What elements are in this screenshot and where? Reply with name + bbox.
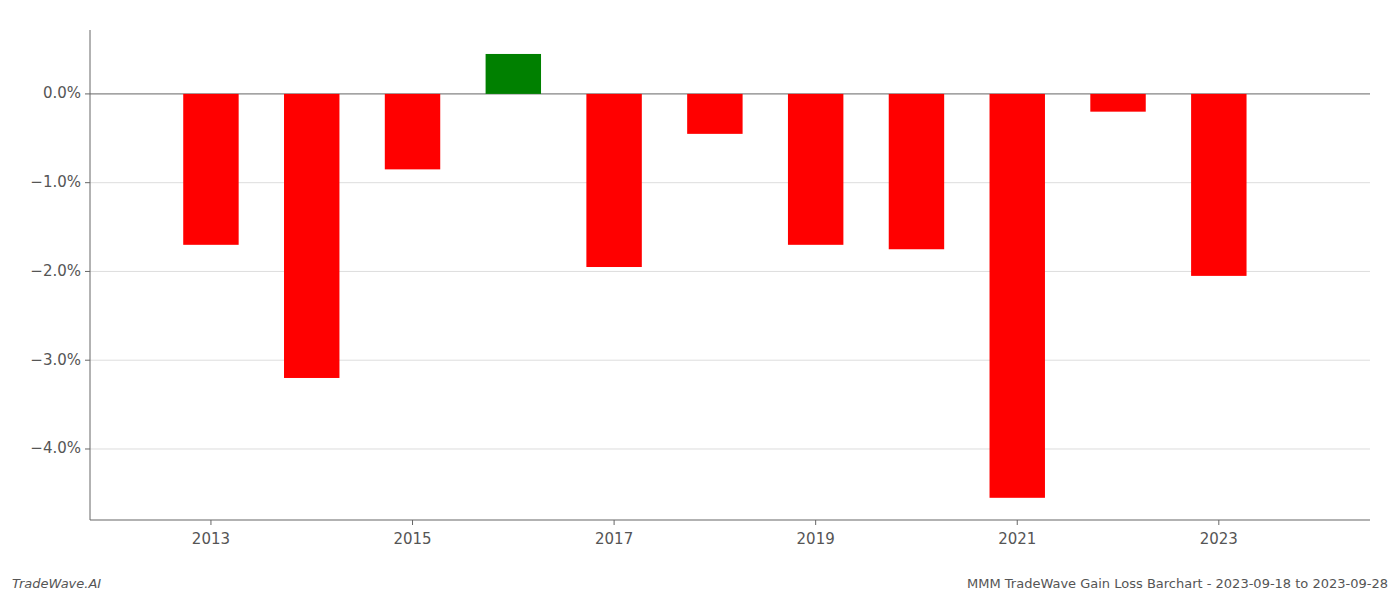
y-tick-label: −1.0% <box>30 173 81 191</box>
bar <box>586 94 641 267</box>
x-tick-label: 2023 <box>1200 530 1238 548</box>
x-axis: 2013 2015 2017 2019 2021 2023 <box>90 520 1370 548</box>
bar <box>990 94 1045 498</box>
y-tick-label: −3.0% <box>30 351 81 369</box>
chart-svg: −4.0% −3.0% −2.0% −1.0% 0.0% 2013 2015 2017 2019… <box>0 0 1400 600</box>
y-tick <box>85 271 90 272</box>
x-tick <box>412 520 413 525</box>
chart-container: −4.0% −3.0% −2.0% −1.0% 0.0% 2013 2015 2017 2019… <box>0 0 1400 600</box>
bars <box>183 54 1246 498</box>
y-tick-label: −2.0% <box>30 262 81 280</box>
y-axis: −4.0% −3.0% −2.0% −1.0% 0.0% <box>30 30 90 520</box>
bar <box>183 94 238 245</box>
bar <box>1090 94 1145 112</box>
y-tick <box>85 182 90 183</box>
footer: TradeWave.AI MMM TradeWave Gain Loss Barc… <box>12 576 1388 591</box>
footer-left: TradeWave.AI <box>12 576 101 591</box>
y-tick-label: −4.0% <box>30 439 81 457</box>
grid-line <box>90 360 1370 361</box>
bar <box>687 94 742 134</box>
grid-line <box>90 182 1370 183</box>
y-grid <box>90 94 1370 449</box>
y-tick <box>85 448 90 449</box>
x-tick <box>1218 520 1219 525</box>
x-tick <box>1017 520 1018 525</box>
x-tick-label: 2017 <box>595 530 633 548</box>
bar <box>889 94 944 249</box>
x-tick-label: 2013 <box>192 530 230 548</box>
footer-right: MMM TradeWave Gain Loss Barchart - 2023-… <box>967 576 1388 591</box>
x-tick <box>210 520 211 525</box>
x-tick-label: 2015 <box>393 530 431 548</box>
x-tick-label: 2019 <box>797 530 835 548</box>
x-axis-line <box>90 519 1370 520</box>
y-axis-line <box>90 30 91 520</box>
x-tick <box>614 520 615 525</box>
x-tick <box>815 520 816 525</box>
y-tick <box>85 93 90 94</box>
bar <box>1191 94 1246 276</box>
grid-line <box>90 448 1370 449</box>
y-tick <box>85 360 90 361</box>
bar <box>486 54 541 94</box>
bar <box>385 94 440 169</box>
grid-line <box>90 271 1370 272</box>
x-tick-label: 2021 <box>998 530 1036 548</box>
bar <box>284 94 339 378</box>
y-tick-label: 0.0% <box>43 84 81 102</box>
bar <box>788 94 843 245</box>
